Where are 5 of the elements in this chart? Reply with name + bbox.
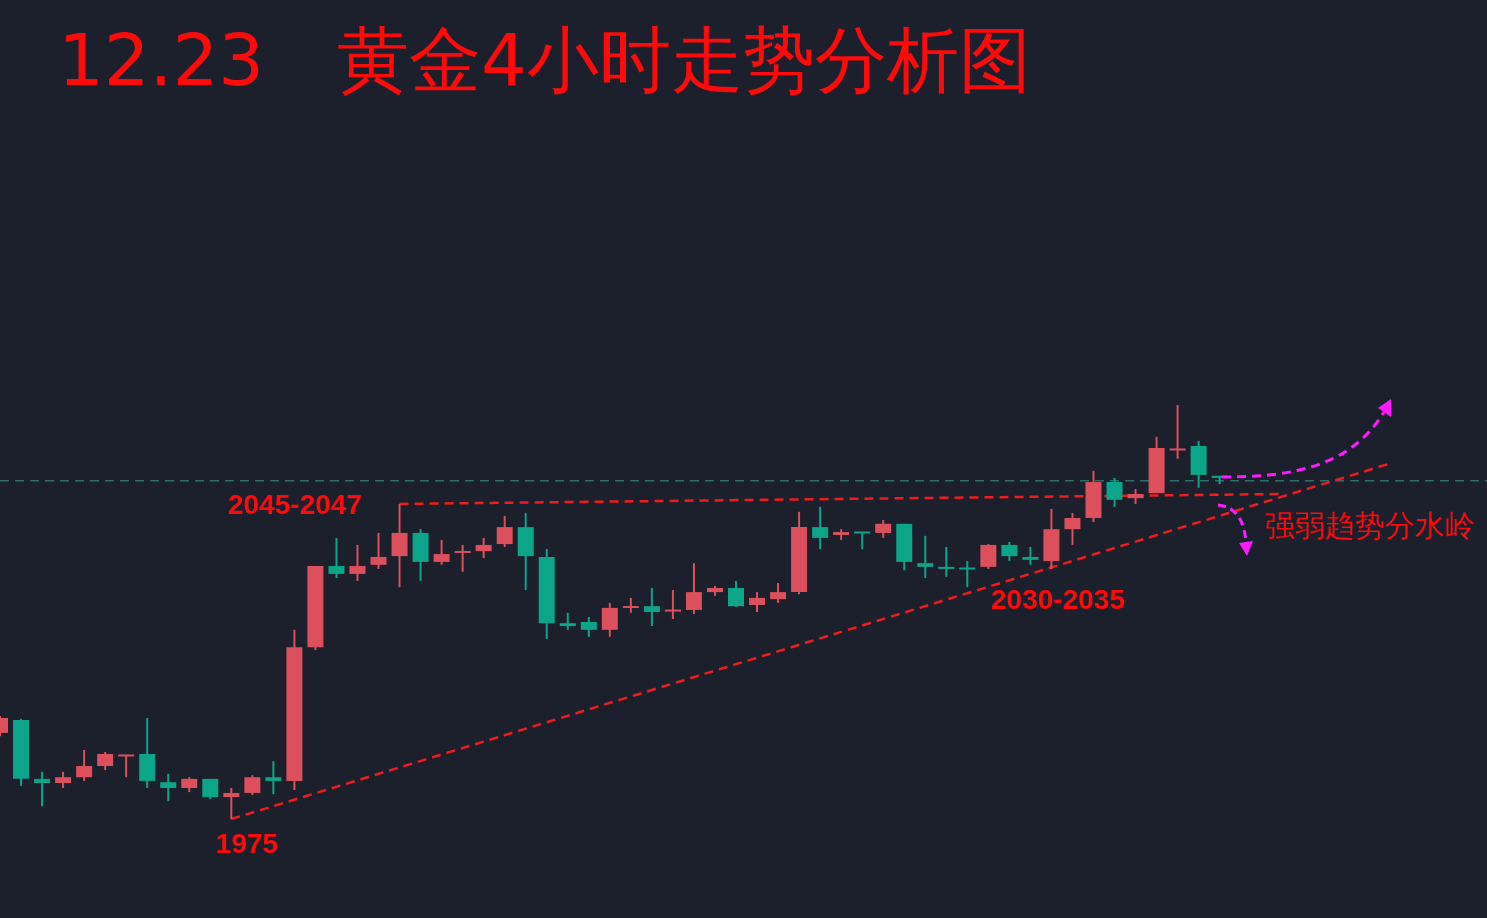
chart-title: 12.23 黄金4小时走势分析图: [58, 18, 1031, 102]
text: 1975: [215, 827, 279, 859]
annotation: 强弱趋势分水岭: [1265, 507, 1475, 543]
annotation: 2030-2035: [991, 583, 1125, 615]
annotation: 2045-2047: [228, 488, 362, 520]
